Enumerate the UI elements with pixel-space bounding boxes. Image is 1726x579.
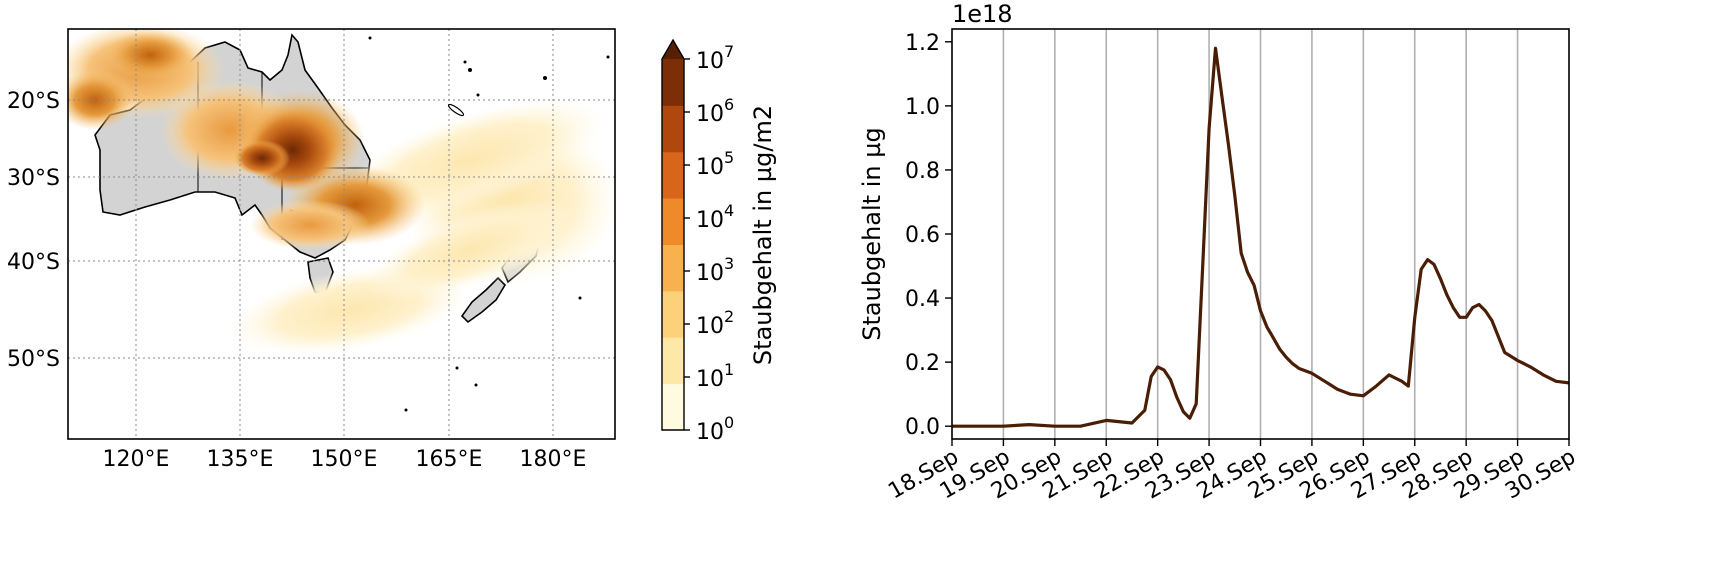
lat-tick: 50°S [7, 347, 60, 372]
colorbar-tick: 104 [696, 201, 734, 233]
lon-tick: 135°E [207, 447, 274, 472]
y-axis-label: Staubgehalt in µg [858, 127, 886, 340]
map-panel: 20°S 30°S 40°S 50°S 120°E 135°E 150°E 16… [7, 28, 616, 472]
colorbar-segment [662, 337, 684, 385]
colorbar-tick: 103 [696, 254, 734, 286]
y-tick-label: 1.0 [905, 95, 940, 120]
colorbar-tick: 107 [696, 42, 734, 74]
colorbar-tick: 105 [696, 148, 734, 180]
y-tick-label: 0.4 [905, 287, 940, 312]
colorbar-label: Staubgehalt in µg/m2 [749, 105, 777, 365]
nz-south-land [460, 276, 507, 324]
colorbar-segment [662, 59, 684, 106]
colorbar-segment [662, 383, 684, 431]
lat-tick: 40°S [7, 250, 60, 275]
colorbar-segment [662, 244, 684, 292]
colorbar-tick: 101 [696, 360, 734, 392]
colorbar-segment [662, 105, 684, 153]
y-tick-label: 0.2 [905, 351, 940, 376]
series-line [952, 46, 1569, 428]
lat-tick: 30°S [7, 166, 60, 191]
offset-text: 1e18 [952, 0, 1013, 28]
colorbar-segment [662, 290, 684, 338]
timeseries-panel: 0.00.20.40.60.81.01.2 18.Sep19.Sep20.Sep… [858, 0, 1580, 504]
y-tick-label: 0.6 [905, 223, 940, 248]
dust-plume [68, 29, 615, 355]
lat-tick: 20°S [7, 89, 60, 114]
lon-tick: 150°E [311, 447, 378, 472]
lon-tick: 180°E [520, 447, 587, 472]
colorbar-tick: 106 [696, 95, 734, 127]
colorbar-tick: 102 [696, 307, 734, 339]
y-tick-label: 0.8 [905, 159, 940, 184]
colorbar-tick: 100 [696, 413, 734, 445]
colorbar-segment [662, 198, 684, 245]
colorbar-extend-triangle [662, 40, 684, 59]
lon-tick: 120°E [103, 447, 170, 472]
y-tick-label: 0.0 [905, 415, 940, 440]
lon-tick: 165°E [416, 447, 483, 472]
colorbar: 100 101 102 103 104 105 106 107 Staubgehalt in … [661, 38, 777, 445]
y-tick-label: 1.2 [905, 31, 940, 56]
colorbar-segment [662, 151, 684, 199]
